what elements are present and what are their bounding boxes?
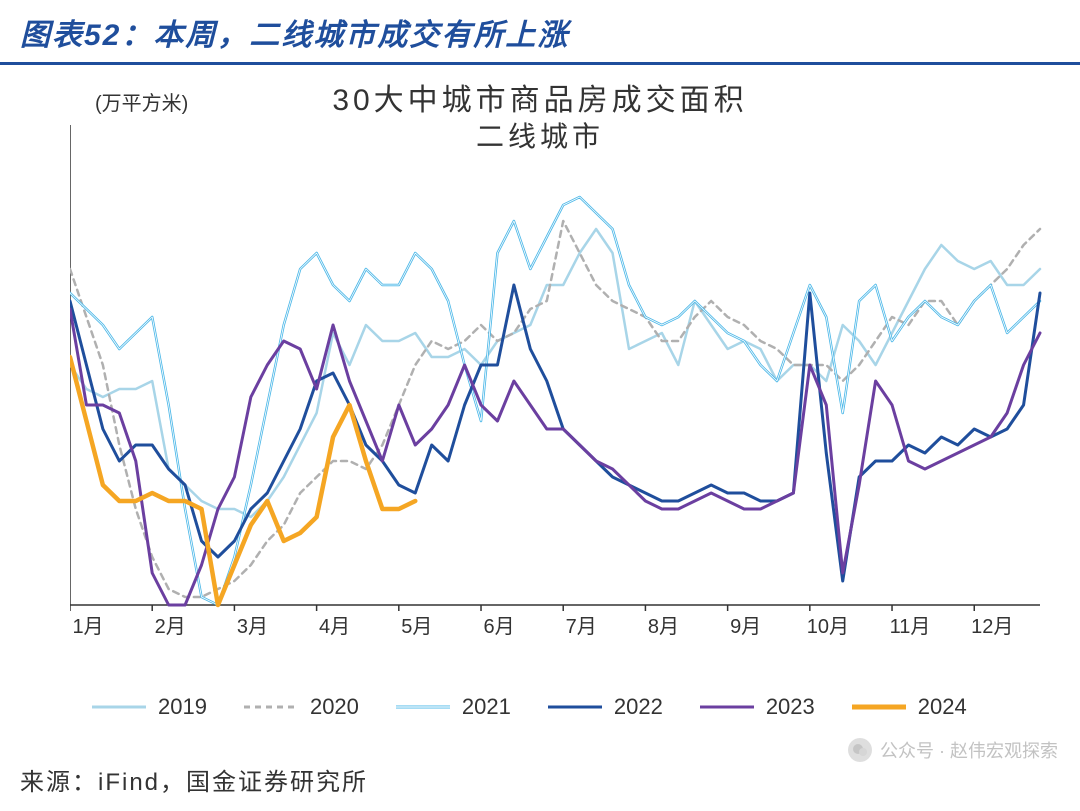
legend-item-2020: 2020: [242, 694, 359, 720]
x-tick-label: 5月: [401, 616, 432, 638]
x-tick-label: 11月: [890, 616, 931, 638]
legend-label: 2023: [766, 694, 815, 720]
x-tick-label: 3月: [237, 616, 268, 638]
watermark: 公众号 · 赵伟宏观探索: [848, 737, 1058, 763]
legend: 2019 2020 2021 2022 2023 2024: [90, 694, 1040, 720]
legend-label: 2020: [310, 694, 359, 720]
x-tick-label: 12月: [971, 616, 1013, 638]
x-tick-label: 6月: [483, 616, 514, 638]
watermark-text: 公众号 · 赵伟宏观探索: [880, 737, 1058, 763]
chart-container: (万平方米) 30大中城市商品房成交面积 二线城市 0102030405060 …: [0, 65, 1080, 745]
legend-label: 2019: [158, 694, 207, 720]
chart-title: 30大中城市商品房成交面积: [0, 75, 1080, 119]
legend-swatch: [394, 701, 452, 713]
x-tick-label: 9月: [730, 616, 761, 638]
x-tick-label: 4月: [319, 616, 350, 638]
legend-item-2022: 2022: [546, 694, 663, 720]
legend-item-2019: 2019: [90, 694, 207, 720]
wechat-icon: [848, 738, 872, 762]
series-2019: [70, 229, 1040, 517]
legend-swatch: [698, 701, 756, 713]
legend-item-2024: 2024: [850, 694, 967, 720]
legend-label: 2024: [918, 694, 967, 720]
series-2024: [70, 357, 415, 605]
legend-swatch: [90, 701, 148, 713]
x-tick-label: 2月: [155, 616, 186, 638]
legend-swatch: [850, 701, 908, 713]
chart-plot: 0102030405060 1月2月3月4月5月6月7月8月9月10月11月12…: [70, 115, 1050, 645]
legend-label: 2021: [462, 694, 511, 720]
legend-item-2023: 2023: [698, 694, 815, 720]
legend-swatch: [242, 701, 300, 713]
chart-header-title: 图表52：本周，二线城市成交有所上涨: [20, 10, 1060, 54]
x-tick-label: 8月: [648, 616, 679, 638]
source-footer: 来源：iFind，国金证券研究所: [20, 762, 368, 797]
x-tick-label: 10月: [807, 616, 849, 638]
x-tick-label: 1月: [72, 616, 103, 638]
legend-label: 2022: [614, 694, 663, 720]
x-tick-label: 7月: [566, 616, 597, 638]
legend-swatch: [546, 701, 604, 713]
chart-header: 图表52：本周，二线城市成交有所上涨: [0, 0, 1080, 65]
legend-item-2021: 2021: [394, 694, 511, 720]
